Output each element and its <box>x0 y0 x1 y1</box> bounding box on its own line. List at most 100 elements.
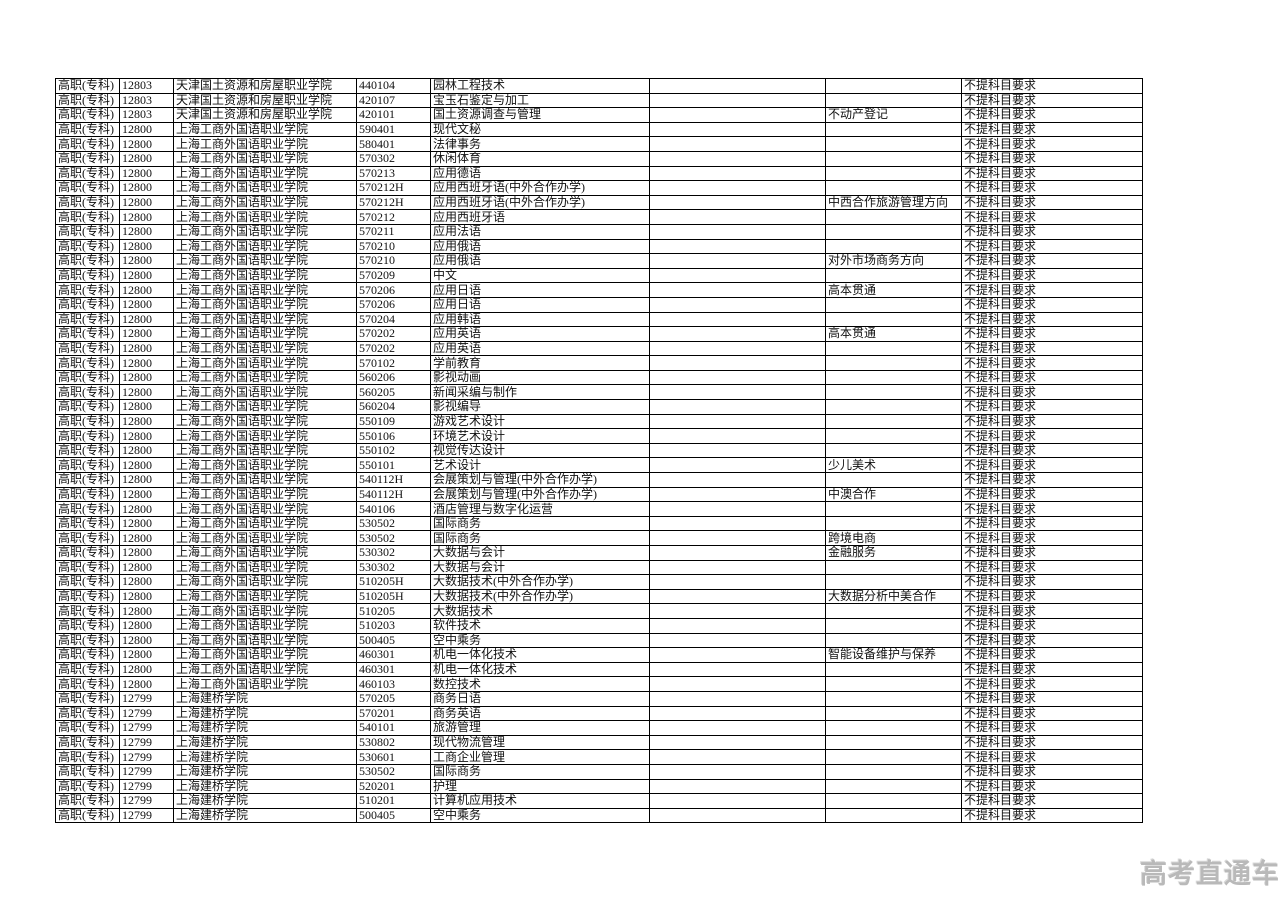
cell-subject-requirement: 不提科目要求 <box>961 574 1143 590</box>
cell-subject-requirement: 不提科目要求 <box>961 399 1143 415</box>
cell-school-code: 12800 <box>119 238 174 255</box>
cell-major-name: 应用韩语 <box>430 311 650 328</box>
table-row: 高职(专科) 12800 上海工商外国语职业学院 460301 机电一体化技术 不提科目要… <box>55 661 1143 678</box>
cell-major-code: 500405 <box>356 632 431 649</box>
table-row: 高职(专科) 12800 上海工商外国语职业学院 460103 数控技术 不提科目要求 <box>55 676 1143 692</box>
cell-level: 高职(专科) <box>55 632 120 649</box>
cell-major-name: 视觉传达设计 <box>430 442 650 459</box>
cell-remark <box>825 559 962 576</box>
cell-remark <box>825 180 962 196</box>
cell-major-name: 大数据与会计 <box>430 559 650 576</box>
cell-subject-requirement: 不提科目要求 <box>961 428 1143 444</box>
cell-school-code: 12800 <box>119 267 174 284</box>
cell-remark: 高本贯通 <box>825 326 962 342</box>
cell-subject-requirement: 不提科目要求 <box>961 588 1143 605</box>
cell-level: 高职(专科) <box>55 282 120 298</box>
table-row: 高职(专科) 12800 上海工商外国语职业学院 540112H 会展策划与管理(中外合… <box>55 486 1143 503</box>
cell-major-code: 570212 <box>356 209 431 225</box>
cell-remark: 跨境电商 <box>825 530 962 546</box>
cell-remark <box>825 78 962 94</box>
cell-major-code: 550109 <box>356 413 431 430</box>
cell-school-name: 上海工商外国语职业学院 <box>173 676 357 692</box>
cell-major-name: 数控技术 <box>430 676 650 692</box>
cell-major-code: 570212H <box>356 180 431 196</box>
cell-school-name: 上海工商外国语职业学院 <box>173 384 357 401</box>
cell-level: 高职(专科) <box>55 574 120 590</box>
cell-subject-requirement: 不提科目要求 <box>961 647 1143 663</box>
table-row: 高职(专科) 12800 上海工商外国语职业学院 570202 应用英语 高本贯通 不提科目… <box>55 326 1143 342</box>
table-row: 高职(专科) 12799 上海建桥学院 520201 护理 不提科目要求 <box>55 778 1143 795</box>
cell-school-name: 上海工商外国语职业学院 <box>173 588 357 605</box>
cell-spacer <box>649 501 826 517</box>
cell-spacer <box>649 267 826 284</box>
cell-major-code: 560205 <box>356 384 431 401</box>
cell-major-code: 540101 <box>356 720 431 736</box>
cell-major-code: 440104 <box>356 78 431 94</box>
cell-subject-requirement: 不提科目要求 <box>961 223 1143 240</box>
cell-remark <box>825 763 962 780</box>
cell-school-name: 上海工商外国语职业学院 <box>173 632 357 649</box>
cell-major-name: 影视动画 <box>430 369 650 386</box>
cell-spacer <box>649 676 826 692</box>
cell-level: 高职(专科) <box>55 763 120 780</box>
cell-level: 高职(专科) <box>55 413 120 430</box>
table-row: 高职(专科) 12800 上海工商外国语职业学院 550101 艺术设计 少儿美术 不提科目… <box>55 457 1143 474</box>
cell-subject-requirement: 不提科目要求 <box>961 617 1143 634</box>
cell-major-name: 大数据与会计 <box>430 545 650 561</box>
cell-major-code: 570206 <box>356 282 431 298</box>
cell-school-code: 12800 <box>119 136 174 152</box>
table-row: 高职(专科) 12800 上海工商外国语职业学院 560205 新闻采编与制作 不提科目要… <box>55 384 1143 401</box>
cell-subject-requirement: 不提科目要求 <box>961 530 1143 546</box>
cell-major-code: 570211 <box>356 223 431 240</box>
table-row: 高职(专科) 12800 上海工商外国语职业学院 550109 游戏艺术设计 不提科目要求 <box>55 413 1143 430</box>
cell-school-code: 12803 <box>119 92 174 109</box>
cell-spacer <box>649 661 826 678</box>
cell-remark <box>825 720 962 736</box>
cell-spacer <box>649 545 826 561</box>
cell-level: 高职(专科) <box>55 793 120 809</box>
cell-spacer <box>649 778 826 795</box>
cell-major-name: 应用俄语 <box>430 253 650 269</box>
cell-school-code: 12800 <box>119 632 174 649</box>
table-row: 高职(专科) 12800 上海工商外国语职业学院 570210 应用俄语 对外市场商务方向… <box>55 253 1143 269</box>
cell-spacer <box>649 632 826 649</box>
cell-major-code: 530502 <box>356 530 431 546</box>
cell-school-code: 12800 <box>119 209 174 225</box>
cell-spacer <box>649 165 826 182</box>
cell-level: 高职(专科) <box>55 150 120 167</box>
cell-major-name: 应用日语 <box>430 296 650 313</box>
cell-major-name: 国际商务 <box>430 515 650 532</box>
cell-remark <box>825 661 962 678</box>
cell-spacer <box>649 457 826 474</box>
cell-spacer <box>649 574 826 590</box>
cell-school-name: 上海工商外国语职业学院 <box>173 369 357 386</box>
cell-school-code: 12799 <box>119 734 174 751</box>
cell-major-code: 460103 <box>356 676 431 692</box>
cell-subject-requirement: 不提科目要求 <box>961 296 1143 313</box>
cell-level: 高职(专科) <box>55 194 120 211</box>
cell-remark <box>825 501 962 517</box>
cell-school-name: 上海建桥学院 <box>173 807 357 824</box>
cell-spacer <box>649 194 826 211</box>
cell-major-code: 570102 <box>356 355 431 371</box>
table-row: 高职(专科) 12800 上海工商外国语职业学院 550106 环境艺术设计 不提科目要求 <box>55 428 1143 444</box>
cell-major-name: 工商企业管理 <box>430 749 650 765</box>
cell-major-code: 540106 <box>356 501 431 517</box>
cell-subject-requirement: 不提科目要求 <box>961 384 1143 401</box>
cell-school-code: 12800 <box>119 486 174 503</box>
cell-level: 高职(专科) <box>55 384 120 401</box>
cell-major-name: 大数据技术(中外合作办学) <box>430 588 650 605</box>
cell-major-name: 应用西班牙语(中外合作办学) <box>430 180 650 196</box>
cell-major-name: 商务英语 <box>430 705 650 722</box>
cell-level: 高职(专科) <box>55 807 120 824</box>
cell-remark <box>825 676 962 692</box>
cell-remark <box>825 121 962 138</box>
cell-remark <box>825 749 962 765</box>
cell-spacer <box>649 413 826 430</box>
cell-school-code: 12800 <box>119 574 174 590</box>
cell-school-name: 上海工商外国语职业学院 <box>173 559 357 576</box>
cell-school-name: 上海建桥学院 <box>173 690 357 707</box>
cell-major-name: 中文 <box>430 267 650 284</box>
cell-level: 高职(专科) <box>55 749 120 765</box>
cell-school-code: 12799 <box>119 763 174 780</box>
